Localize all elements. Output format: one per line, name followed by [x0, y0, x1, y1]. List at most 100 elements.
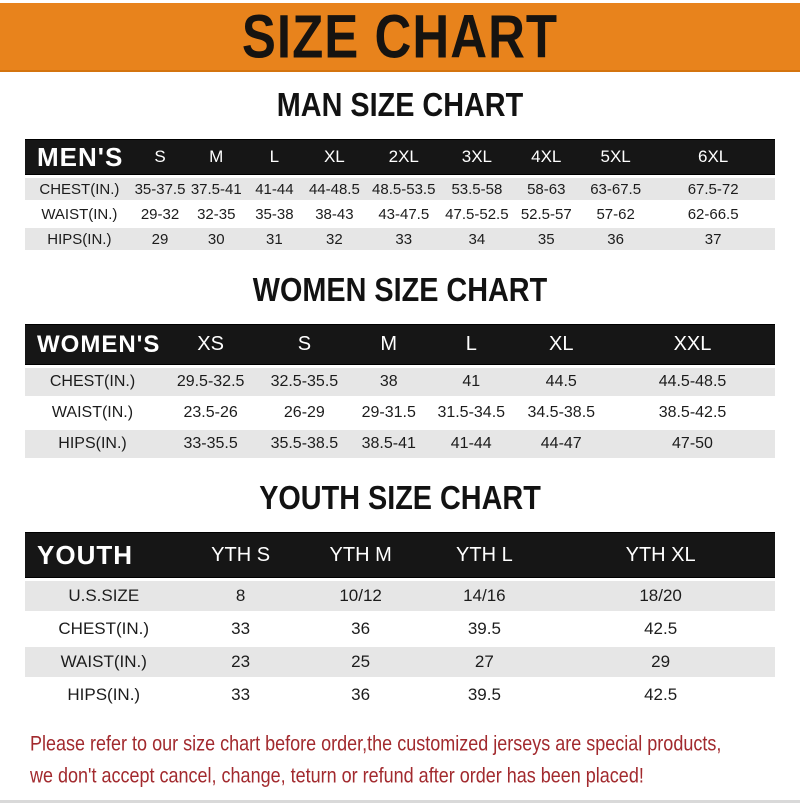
value-cell: 44-48.5	[302, 178, 367, 200]
table-header-row: WOMEN'S XS S M L XL XXL	[25, 324, 775, 365]
value-cell: 33	[182, 614, 299, 644]
table-header-row: YOUTH YTH S YTH M YTH L YTH XL	[25, 532, 775, 578]
value-cell: 32.5-35.5	[261, 368, 348, 396]
column-header-cell: M	[186, 139, 247, 175]
value-cell: 44-47	[512, 430, 610, 458]
value-cell: 23	[182, 647, 299, 677]
table-row: WAIST(IN.) 23.5-26 26-29 29-31.5 31.5-34.5 34…	[25, 399, 775, 427]
value-cell: 14/16	[422, 581, 547, 611]
column-header-cell: 2XL	[366, 139, 442, 175]
table-row: CHEST(IN.) 33 36 39.5 42.5	[25, 614, 775, 644]
value-cell: 32	[302, 228, 367, 250]
notice-line-2: we don't accept cancel, change, teturn o…	[30, 764, 644, 788]
value-cell: 39.5	[422, 614, 547, 644]
column-header-cell: 4XL	[512, 139, 580, 175]
size-chart-section: WOMEN SIZE CHART WOMEN'S XS S M L XL XXL CHEST…	[0, 272, 800, 461]
section-heading: YOUTH SIZE CHART	[259, 479, 541, 517]
value-cell: 25	[298, 647, 423, 677]
value-cell: 26-29	[261, 399, 348, 427]
value-cell: 41	[430, 368, 513, 396]
column-header-cell: YTH S	[182, 532, 299, 578]
banner-title: SIZE CHART	[241, 2, 559, 71]
value-cell: 38	[347, 368, 430, 396]
column-header-cell: YTH XL	[546, 532, 775, 578]
column-header-cell: YTH M	[298, 532, 423, 578]
column-header-cell: S	[133, 139, 187, 175]
row-label-cell: WAIST(IN.)	[25, 203, 134, 225]
column-header-cell: XS	[160, 324, 262, 365]
value-cell: 39.5	[422, 680, 547, 710]
row-label-cell: CHEST(IN.)	[25, 368, 160, 396]
value-cell: 29-31.5	[347, 399, 430, 427]
value-cell: 67.5-72	[651, 178, 775, 200]
table-row: CHEST(IN.) 29.5-32.5 32.5-35.5 38 41 44.5 44.5…	[25, 368, 775, 396]
value-cell: 38.5-42.5	[610, 399, 775, 427]
notice-line-1: Please refer to our size chart before or…	[30, 732, 722, 756]
value-cell: 35.5-38.5	[261, 430, 348, 458]
column-header-cell: XL	[512, 324, 610, 365]
size-charts-container: MAN SIZE CHART MEN'S S M L XL 2XL 3XL 4XL 5XL 6XL…	[0, 86, 800, 713]
value-cell: 33-35.5	[160, 430, 262, 458]
value-cell: 35-37.5	[133, 178, 187, 200]
value-cell: 62-66.5	[651, 203, 775, 225]
row-label-cell: CHEST(IN.)	[25, 614, 183, 644]
value-cell: 35-38	[246, 203, 303, 225]
value-cell: 57-62	[580, 203, 652, 225]
banner: SIZE CHART	[0, 2, 800, 72]
value-cell: 29-32	[133, 203, 187, 225]
value-cell: 33	[182, 680, 299, 710]
corner-label-cell: WOMEN'S	[25, 324, 160, 365]
size-chart-section: MAN SIZE CHART MEN'S S M L XL 2XL 3XL 4XL 5XL 6XL…	[0, 86, 800, 253]
value-cell: 34	[441, 228, 513, 250]
value-cell: 48.5-53.5	[366, 178, 442, 200]
row-label-cell: U.S.SIZE	[25, 581, 183, 611]
value-cell: 47.5-52.5	[441, 203, 513, 225]
size-table: WOMEN'S XS S M L XL XXL CHEST(IN.) 29.5-32.5 32.…	[25, 321, 775, 461]
value-cell: 29.5-32.5	[160, 368, 262, 396]
column-header-cell: 3XL	[441, 139, 513, 175]
value-cell: 8	[182, 581, 299, 611]
table-row: U.S.SIZE 8 10/12 14/16 18/20	[25, 581, 775, 611]
value-cell: 52.5-57	[512, 203, 580, 225]
value-cell: 36	[298, 680, 423, 710]
value-cell: 42.5	[546, 680, 775, 710]
column-header-cell: L	[430, 324, 513, 365]
value-cell: 43-47.5	[366, 203, 442, 225]
value-cell: 34.5-38.5	[512, 399, 610, 427]
table-row: WAIST(IN.) 23 25 27 29	[25, 647, 775, 677]
size-table: MEN'S S M L XL 2XL 3XL 4XL 5XL 6XL CHEST(IN.) 35-3…	[25, 136, 775, 253]
value-cell: 35	[512, 228, 580, 250]
value-cell: 29	[133, 228, 187, 250]
value-cell: 63-67.5	[580, 178, 652, 200]
corner-label-cell: MEN'S	[25, 139, 134, 175]
value-cell: 29	[546, 647, 775, 677]
table-row: CHEST(IN.) 35-37.5 37.5-41 41-44 44-48.5 48.5…	[25, 178, 775, 200]
value-cell: 53.5-58	[441, 178, 513, 200]
table-row: HIPS(IN.) 29 30 31 32 33 34 35 36 37	[25, 228, 775, 250]
row-label-cell: HIPS(IN.)	[25, 228, 134, 250]
column-header-cell: S	[261, 324, 348, 365]
value-cell: 38-43	[302, 203, 367, 225]
column-header-cell: L	[246, 139, 303, 175]
value-cell: 36	[580, 228, 652, 250]
row-label-cell: WAIST(IN.)	[25, 647, 183, 677]
value-cell: 41-44	[430, 430, 513, 458]
value-cell: 36	[298, 614, 423, 644]
column-header-cell: 6XL	[651, 139, 775, 175]
section-heading: MAN SIZE CHART	[276, 86, 524, 124]
size-table: YOUTH YTH S YTH M YTH L YTH XL U.S.SIZE 8 10/1…	[25, 529, 775, 713]
table-row: WAIST(IN.) 29-32 32-35 35-38 38-43 43-47.5 47.…	[25, 203, 775, 225]
value-cell: 27	[422, 647, 547, 677]
value-cell: 42.5	[546, 614, 775, 644]
value-cell: 23.5-26	[160, 399, 262, 427]
column-header-cell: 5XL	[580, 139, 652, 175]
row-label-cell: WAIST(IN.)	[25, 399, 160, 427]
value-cell: 38.5-41	[347, 430, 430, 458]
footer-notice: Please refer to our size chart before or…	[0, 732, 800, 788]
table-header-row: MEN'S S M L XL 2XL 3XL 4XL 5XL 6XL	[25, 139, 775, 175]
row-label-cell: HIPS(IN.)	[25, 430, 160, 458]
row-label-cell: CHEST(IN.)	[25, 178, 134, 200]
value-cell: 37.5-41	[186, 178, 247, 200]
table-row: HIPS(IN.) 33-35.5 35.5-38.5 38.5-41 41-44 44-…	[25, 430, 775, 458]
value-cell: 31	[246, 228, 303, 250]
